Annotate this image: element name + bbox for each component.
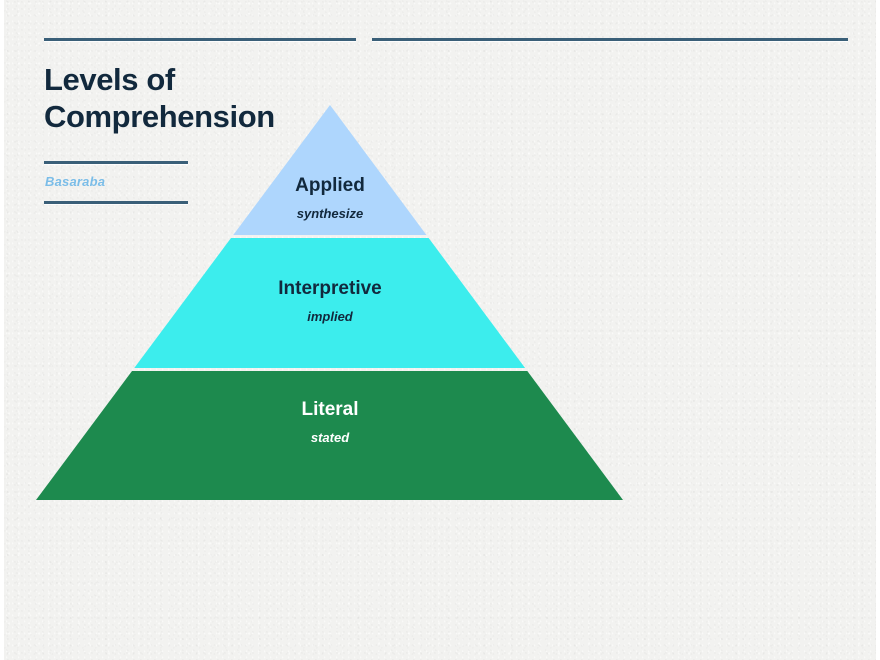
page-title: Levels of Comprehension xyxy=(44,62,344,135)
pyramid-label-applied-descriptor: synthesize xyxy=(296,206,364,221)
page-edge-right xyxy=(876,0,880,660)
pyramid-label-applied: Applied synthesize xyxy=(200,176,460,220)
pyramid-label-interpretive-descriptor: implied xyxy=(307,309,353,324)
byline-rule-bottom xyxy=(44,201,188,204)
page-title-line-2: Comprehension xyxy=(44,98,275,134)
byline-rule-top xyxy=(44,161,188,164)
pyramid-label-applied-title: Applied xyxy=(295,175,365,196)
header-rule-left xyxy=(44,38,356,41)
pyramid-label-literal: Literal stated xyxy=(200,400,460,444)
byline-attribution: Basaraba xyxy=(45,174,106,189)
pyramid-label-interpretive: Interpretive implied xyxy=(200,279,460,323)
page-title-line-1: Levels of xyxy=(44,62,175,97)
pyramid-label-interpretive-title: Interpretive xyxy=(278,278,382,299)
header-rule-right xyxy=(372,38,848,41)
pyramid-label-literal-title: Literal xyxy=(301,399,359,420)
pyramid-label-literal-descriptor: stated xyxy=(310,430,350,445)
page-edge-left xyxy=(0,0,4,660)
